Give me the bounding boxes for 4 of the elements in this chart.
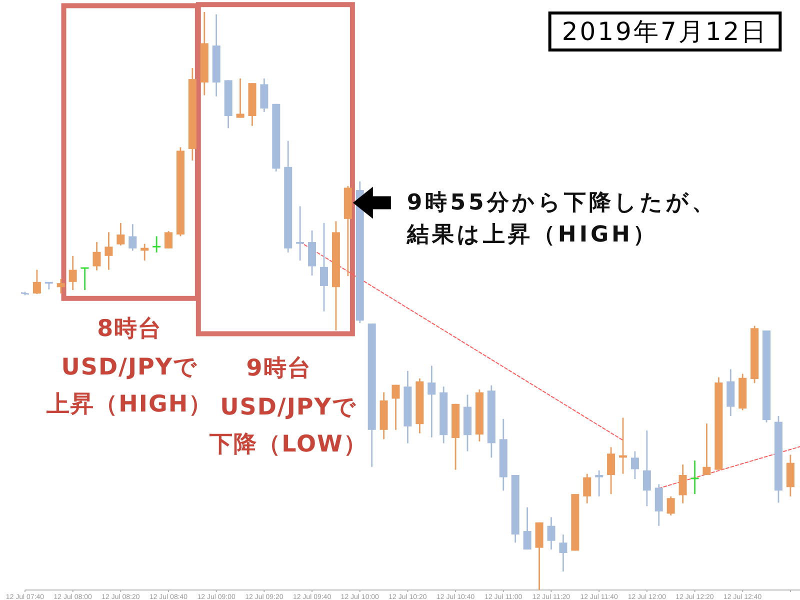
annotation: 8時台 [97,316,162,342]
annotation: 9時台 [246,356,312,382]
annotation: 9時55分から下降したが、結果は上昇（HIGH） [406,190,717,248]
chart-title: 2019年7月12日 [562,17,768,46]
